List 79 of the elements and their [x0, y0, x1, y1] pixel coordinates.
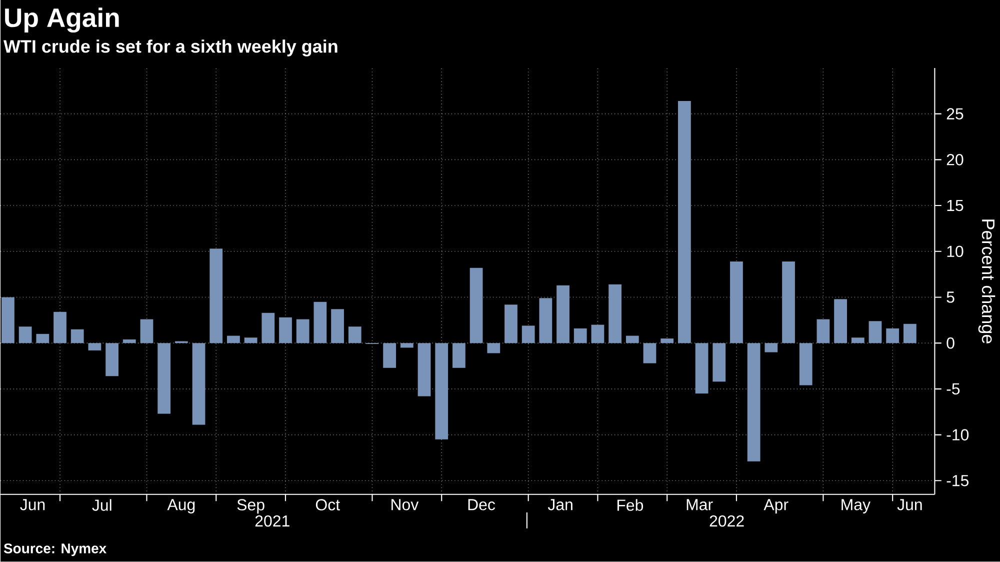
- bar: [730, 262, 743, 344]
- x-tick-label: Mar: [686, 499, 713, 510]
- y-tick-label: -15: [946, 475, 969, 486]
- bar: [54, 312, 66, 344]
- x-tick-label: Apr: [764, 499, 788, 514]
- bar: [574, 328, 587, 344]
- text: 2021: [255, 515, 290, 527]
- bar: [314, 302, 327, 344]
- bar: [712, 343, 726, 382]
- x-tick-label: Nov: [392, 499, 419, 510]
- bar: [868, 321, 882, 344]
- bar: [331, 309, 344, 344]
- x-tick-label: Sep: [237, 499, 264, 514]
- bar: [435, 343, 448, 440]
- bar: [158, 343, 171, 414]
- y-tick-label: 25: [946, 108, 964, 120]
- bar: [834, 299, 847, 344]
- bar: [886, 328, 900, 344]
- bar: [452, 343, 466, 368]
- bar: [106, 343, 118, 376]
- bar: [70, 329, 84, 344]
- bar: [522, 326, 535, 344]
- bar: [36, 334, 50, 344]
- bar: [400, 343, 414, 348]
- bar: [556, 285, 570, 344]
- x-tick-label: Feb: [617, 499, 644, 511]
- x-tick-label: Jun: [897, 499, 922, 510]
- text: 2022: [710, 515, 744, 527]
- bar: [279, 318, 292, 344]
- bar: [262, 312, 275, 344]
- x-tick-label: Jun: [20, 499, 45, 510]
- bar: [2, 297, 14, 344]
- bar: [782, 262, 795, 344]
- bar: [626, 336, 639, 344]
- bar: [695, 343, 708, 394]
- bar: [504, 304, 518, 344]
- bar: [210, 248, 223, 344]
- bar: [764, 343, 778, 352]
- x-tick-label: Jul: [92, 499, 112, 511]
- bar: [88, 343, 102, 351]
- bar: [643, 343, 656, 364]
- bar: [660, 338, 674, 344]
- y-tick-label: 5: [946, 292, 954, 303]
- bar: [227, 336, 240, 344]
- bar: [192, 343, 206, 425]
- y-tick-label: 20: [946, 154, 964, 166]
- bar: [799, 343, 812, 386]
- bar: [851, 338, 864, 344]
- chart-subtitle: WTI crude is set for a sixth weekly gain: [3, 40, 338, 57]
- y-tick-label: 10: [947, 246, 964, 258]
- bar: [539, 298, 552, 344]
- source-note: Source: Nymex: [4, 544, 107, 556]
- y-axis-title: Percent change: [978, 220, 996, 344]
- bar: [383, 343, 396, 368]
- y-tick-label: -5: [946, 384, 960, 395]
- y-tick-label: 0: [946, 338, 954, 349]
- y-tick-label: 15: [947, 200, 964, 212]
- bar: [747, 343, 760, 462]
- x-tick-label: Aug: [167, 499, 195, 514]
- bar: [296, 319, 310, 344]
- bar: [122, 340, 136, 344]
- bar: [678, 101, 691, 344]
- bar: [816, 319, 830, 344]
- bar: [244, 338, 258, 344]
- bar: [608, 284, 622, 344]
- chart-title: Up Again: [5, 8, 119, 33]
- bar: [140, 319, 154, 344]
- x-tick-label: Jan: [548, 499, 572, 510]
- bar: [487, 343, 500, 354]
- bar: [903, 324, 916, 344]
- x-tick-label: Oct: [316, 499, 340, 511]
- x-tick-label: May: [842, 499, 870, 514]
- bar: [418, 343, 431, 396]
- bar: [591, 324, 604, 344]
- x-tick-label: Dec: [468, 499, 496, 510]
- bar: [18, 326, 32, 344]
- bar: [470, 268, 483, 344]
- y-tick-label: -10: [946, 429, 969, 441]
- bar: [348, 326, 362, 344]
